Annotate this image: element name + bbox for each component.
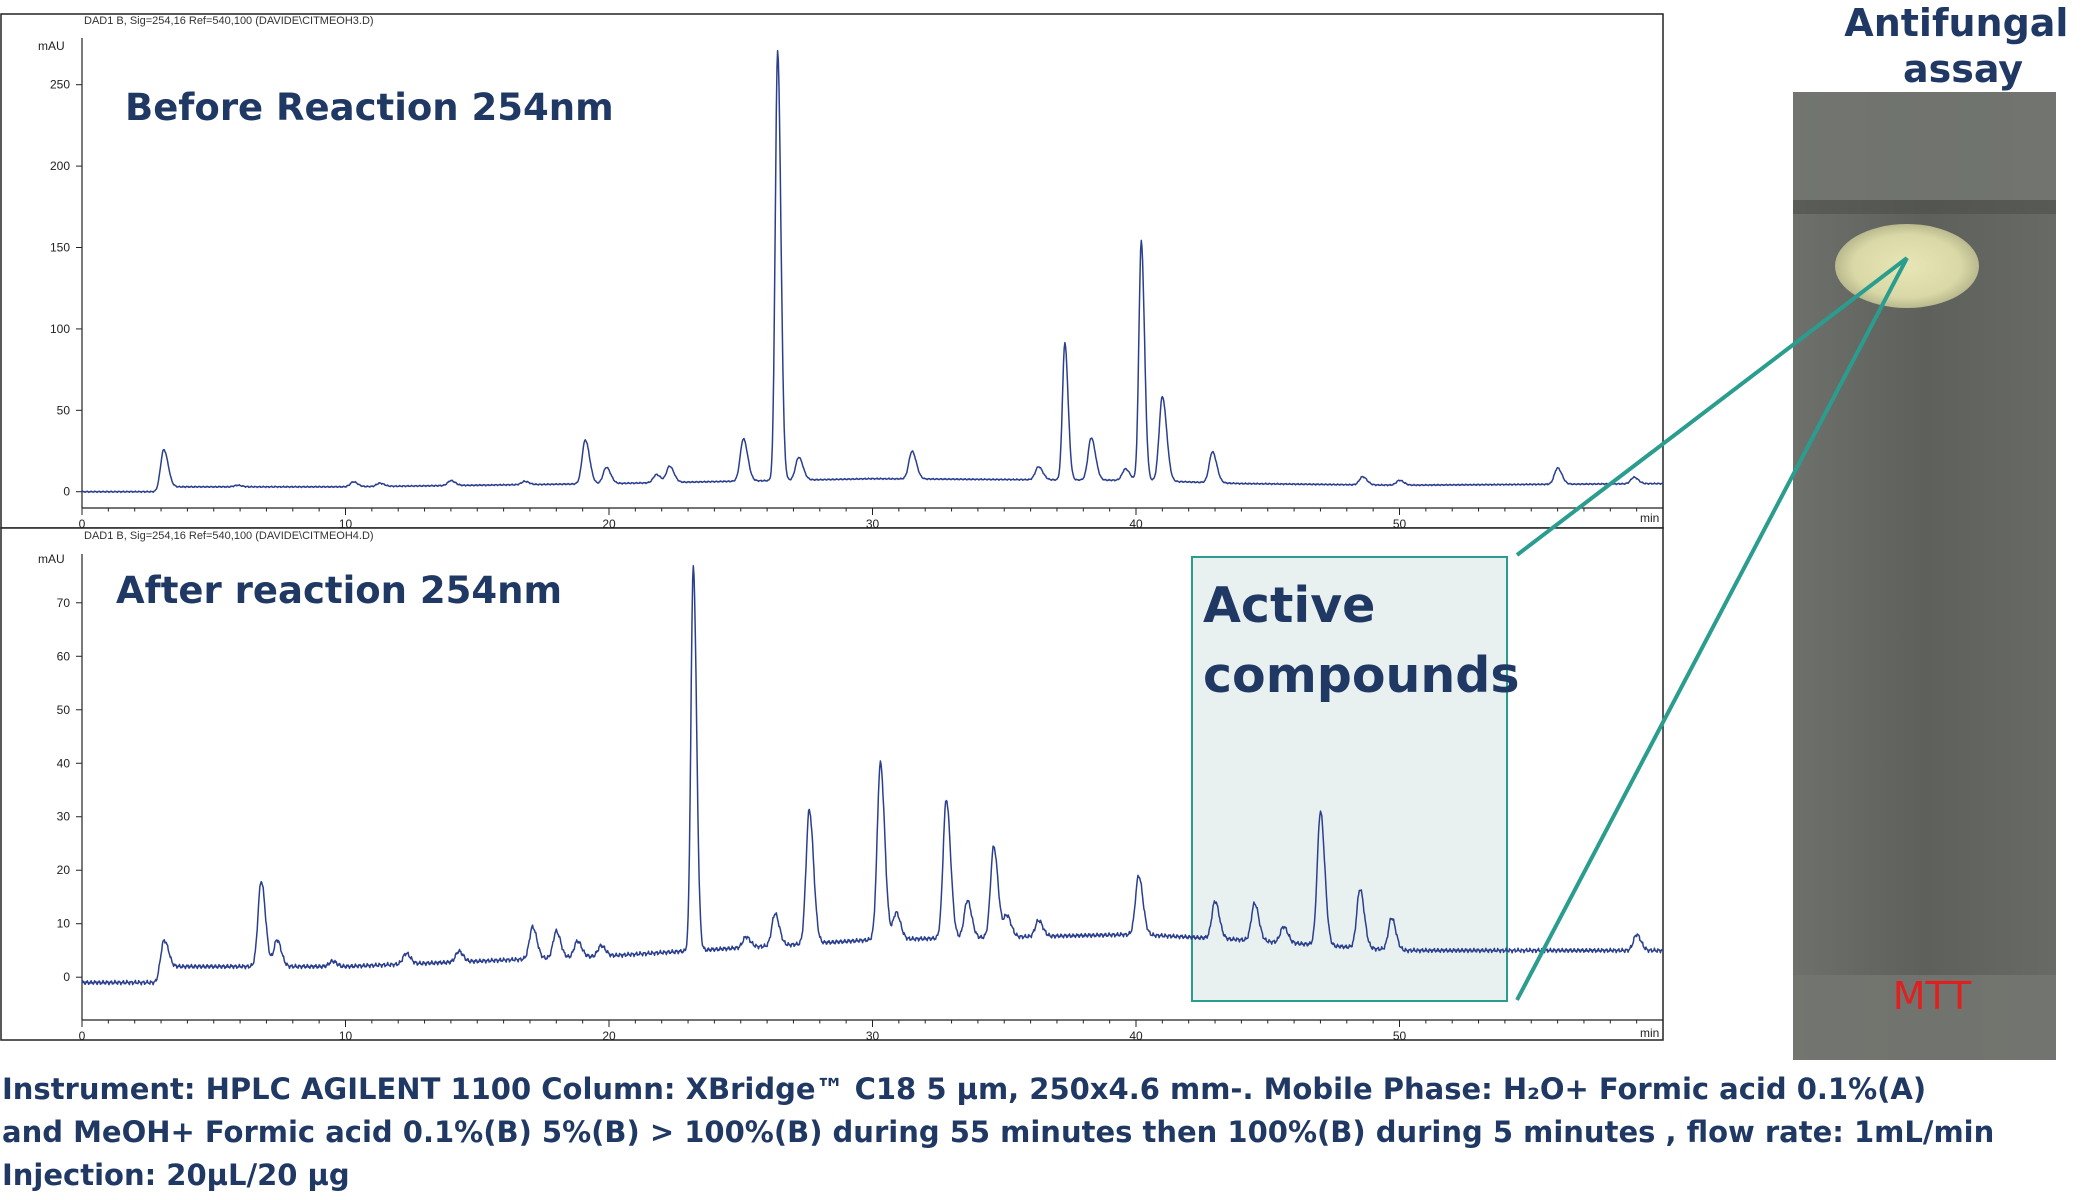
x-tick-label: 20 [602,1029,616,1043]
y-tick-label: 10 [57,917,71,931]
caption-line-3: Injection: 20µL/20 µg [2,1158,350,1192]
caption-line-2: and MeOH+ Formic acid 0.1%(B) 5%(B) > 10… [2,1115,1995,1149]
y-tick-label: 250 [50,78,70,92]
y-tick-label: 0 [63,970,70,984]
instrument-caption: Instrument: HPLC AGILENT 1100 Column: XB… [2,1068,2002,1197]
x-tick-label: 30 [866,1029,880,1043]
active-compounds-box [1191,556,1508,1002]
y-tick-label: 20 [57,863,71,877]
x-tick-label: 40 [1129,1029,1143,1043]
chart-before-reaction: DAD1 B, Sig=254,16 Ref=540,100 (DAVIDE\C… [0,13,1664,531]
chart-title: After reaction 254nm [116,569,562,612]
plate-title-line-2: assay [1903,47,2023,91]
plate-dark-line [1793,200,2056,214]
x-tick-label: 0 [79,517,86,531]
chromatogram-trace [81,564,1664,986]
caption-line-1: Instrument: HPLC AGILENT 1100 Column: XB… [2,1072,1927,1106]
plate-title: Antifungal assay [1844,1,2081,91]
y-tick-label: 70 [57,596,71,610]
x-tick-label: 0 [79,1029,86,1043]
y-tick-label: 60 [57,649,71,663]
connector-line-top [1515,256,1909,557]
y-tick-label: 50 [57,403,71,417]
chart-header: DAD1 B, Sig=254,16 Ref=540,100 (DAVIDE\C… [84,15,374,27]
y-tick-label: 200 [50,159,70,173]
y-unit-label: mAU [38,552,65,566]
y-unit-label: mAU [38,39,65,53]
y-tick-label: 100 [50,322,70,336]
x-unit-label: min [1640,511,1659,525]
active-compounds-label: Active compounds [1203,577,1520,704]
y-tick-label: 30 [57,810,71,824]
chromatogram-trace [81,49,1664,494]
active-label-line-1: Active [1203,577,1375,634]
plate-title-line-1: Antifungal [1844,1,2068,45]
chart-header: DAD1 B, Sig=254,16 Ref=540,100 (DAVIDE\C… [84,530,374,542]
plate-top-band [1793,92,2056,200]
y-tick-label: 0 [63,485,70,499]
y-tick-label: 40 [57,756,71,770]
plate-bottom-band [1793,975,2056,1060]
chart-after-reaction: DAD1 B, Sig=254,16 Ref=540,100 (DAVIDE\C… [0,527,1664,1043]
mtt-label: MTT [1893,974,1972,1018]
y-tick-label: 50 [57,703,71,717]
chart-title: Before Reaction 254nm [125,86,614,129]
x-unit-label: min [1640,1026,1659,1040]
antifungal-assay-plate: Antifungal assay MTT [1793,1,2081,1060]
active-label-line-2: compounds [1203,647,1520,704]
y-tick-label: 150 [50,241,70,255]
chart-frame [0,13,1664,529]
connector-line-bottom [1515,257,1909,1001]
x-tick-label: 10 [339,1029,353,1043]
x-tick-label: 50 [1393,1029,1407,1043]
